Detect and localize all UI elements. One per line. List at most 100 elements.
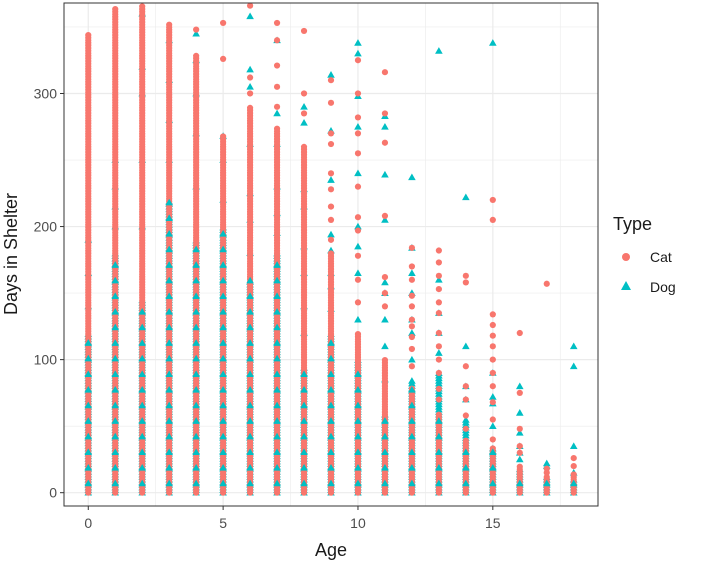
dog-point	[300, 479, 308, 487]
dog-point	[219, 292, 227, 300]
cat-point	[193, 26, 200, 33]
dog-point	[408, 463, 416, 471]
x-tick-label: 5	[219, 515, 227, 531]
cat-point	[435, 396, 442, 403]
cat-point	[462, 425, 469, 432]
dog-point	[489, 463, 497, 471]
dog-point	[84, 432, 93, 440]
dog-point	[111, 448, 120, 456]
dog-point	[489, 393, 497, 400]
dog-point	[273, 463, 281, 471]
cat-point	[139, 3, 146, 10]
dog-point	[435, 47, 443, 54]
dog-point	[381, 479, 389, 487]
dog-point	[273, 370, 281, 378]
dog-point	[192, 463, 200, 471]
dog-point	[246, 292, 254, 300]
dog-point	[489, 39, 497, 46]
cat-point	[435, 369, 442, 377]
legend-cat-marker	[622, 253, 630, 261]
dog-point	[246, 401, 254, 409]
dog-point	[435, 349, 443, 356]
dog-point	[408, 448, 416, 456]
dog-point	[273, 276, 281, 284]
cat-point	[381, 139, 389, 146]
dog-point	[192, 385, 200, 393]
dog-point	[165, 276, 173, 284]
dog-point	[381, 315, 389, 323]
dog-point	[192, 292, 200, 300]
cat-point	[516, 443, 523, 450]
dog-point	[273, 385, 281, 393]
dog-point	[165, 261, 173, 268]
dog-point	[111, 479, 120, 487]
cat-point	[489, 321, 496, 329]
dog-point	[138, 370, 147, 378]
cat-point	[327, 130, 335, 137]
dog-point	[246, 354, 254, 362]
dog-point	[489, 479, 497, 487]
cat-point	[435, 272, 442, 279]
dog-point	[381, 170, 389, 178]
dog-point	[542, 459, 551, 467]
y-tick-label: 200	[34, 219, 58, 235]
dog-point	[273, 479, 281, 487]
cat-point	[543, 280, 550, 287]
cat-point	[408, 303, 416, 310]
dog-point	[354, 169, 362, 177]
cat-point	[435, 247, 442, 254]
cat-point	[435, 329, 442, 337]
dog-point	[515, 382, 524, 390]
dog-point	[408, 479, 416, 487]
dog-point	[192, 432, 200, 440]
dog-point	[219, 229, 227, 237]
dog-point	[192, 417, 200, 424]
cat-point	[489, 216, 496, 223]
dog-point	[111, 292, 120, 300]
cat-point	[354, 214, 362, 221]
cat-point	[273, 103, 281, 110]
dog-point	[408, 355, 416, 363]
dog-point	[84, 448, 93, 456]
cat-point	[273, 62, 281, 69]
cat-point	[408, 323, 416, 330]
dog-point	[84, 401, 93, 409]
cat-point	[570, 471, 577, 478]
cat-point	[408, 363, 416, 370]
dog-point	[273, 307, 281, 315]
cat-point	[381, 69, 389, 76]
dog-point	[381, 463, 389, 471]
dog-point	[84, 354, 93, 362]
dog-point	[192, 245, 200, 253]
cat-point	[246, 90, 254, 97]
cat-point	[408, 333, 416, 341]
dog-point	[165, 448, 173, 456]
cat-point	[381, 274, 389, 281]
dog-point	[219, 479, 227, 487]
cat-point	[489, 369, 496, 377]
cat-point	[570, 462, 577, 470]
cat-point	[462, 279, 469, 286]
y-tick-label: 100	[34, 352, 58, 368]
y-tick-label: 300	[34, 85, 58, 101]
cat-point	[435, 309, 442, 317]
dog-point	[273, 109, 281, 117]
legend-title: Type	[613, 214, 652, 234]
dog-point	[515, 479, 524, 487]
cat-point	[354, 252, 362, 259]
dog-point	[165, 245, 173, 253]
dog-point	[273, 432, 281, 440]
dog-point	[219, 245, 227, 253]
axis-ticks: 0 5 10 15 0 100 200 300	[34, 85, 501, 531]
dog-point	[138, 323, 147, 331]
dog-point	[219, 401, 227, 409]
cat-point	[435, 343, 442, 350]
dog-point	[381, 417, 389, 424]
x-tick-label: 0	[84, 515, 92, 531]
panel-border	[63, 2, 599, 507]
dog-point	[246, 12, 254, 20]
cat-point	[327, 140, 335, 148]
dog-point	[354, 122, 362, 130]
dog-point	[219, 385, 227, 393]
cat-point	[489, 399, 496, 406]
